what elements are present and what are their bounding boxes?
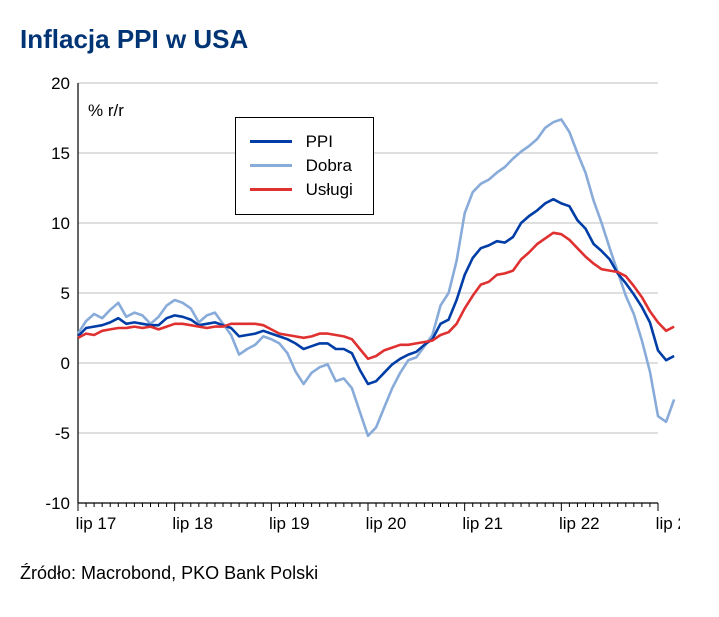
legend-item-dobra: Dobra (250, 156, 353, 176)
legend-label: Dobra (306, 156, 352, 176)
x-tick-label: lip 17 (76, 514, 117, 533)
x-tick-label: lip 18 (172, 514, 213, 533)
x-tick-label: lip 21 (462, 514, 503, 533)
x-tick-label: lip 19 (269, 514, 310, 533)
chart-legend: PPI Dobra Usługi (235, 117, 374, 215)
y-tick-label: -5 (55, 424, 70, 443)
legend-swatch (250, 140, 292, 143)
x-tick-label: lip 20 (366, 514, 407, 533)
legend-swatch (250, 164, 292, 167)
legend-item-ppi: PPI (250, 132, 353, 152)
chart-container: -10 -5 0 5 10 15 20 lip 17 lip 18 lip 19 lip 20 lip… (20, 73, 680, 543)
legend-label: Usługi (306, 180, 353, 200)
series-dobra (78, 119, 674, 435)
y-tick-label: 20 (51, 74, 70, 93)
y-tick-label: 0 (61, 354, 70, 373)
x-tick-label: lip 23 (656, 514, 680, 533)
y-tick-label: 10 (51, 214, 70, 233)
y-tick-label: -10 (45, 494, 70, 513)
y-tick-label: 15 (51, 144, 70, 163)
legend-item-uslugi: Usługi (250, 180, 353, 200)
chart-title: Inflacja PPI w USA (20, 24, 699, 55)
series-uslugi (78, 233, 674, 359)
y-tick-label: 5 (61, 284, 70, 303)
y-axis-unit-label: % r/r (88, 101, 124, 121)
legend-swatch (250, 188, 292, 191)
legend-label: PPI (306, 132, 333, 152)
chart-source: Źródło: Macrobond, PKO Bank Polski (20, 563, 699, 584)
x-tick-label: lip 22 (559, 514, 600, 533)
